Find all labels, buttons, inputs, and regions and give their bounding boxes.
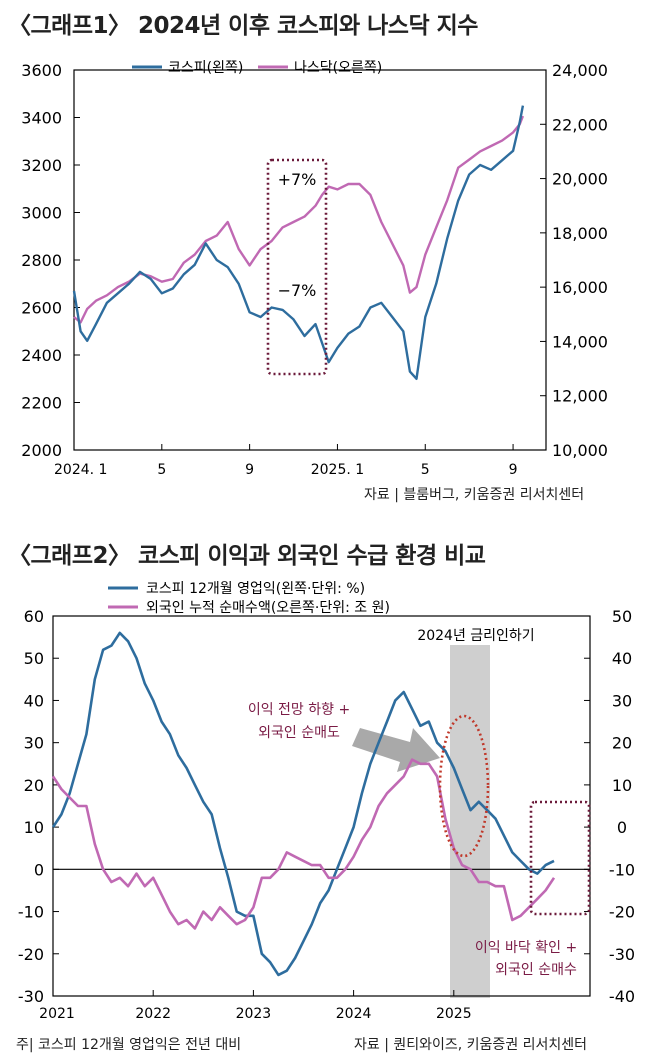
chart2-xaxis-tick: 2022: [135, 1006, 171, 1022]
chart1-source: 자료 | 블룸버그, 키움증권 리서치센터: [364, 487, 585, 503]
chart2-yaxis-left-tick: -30: [18, 987, 44, 1006]
chart2-yaxis-right-tick: 50: [612, 607, 632, 626]
chart1-xaxis-tick: 9: [509, 462, 518, 478]
chart1-kospi-nasdaq: 3600 3400 3200 3000 2800 2600 2400 2200 2000 24,…: [21, 60, 608, 478]
chart2-annotation-1-line1: 이익 전망 하향 +: [248, 702, 350, 718]
chart2-yaxis-left-tick: -10: [18, 903, 44, 922]
chart2-yaxis-right-tick: -10: [609, 860, 635, 879]
chart1-legend-label: 코스피(왼쪽): [168, 60, 243, 76]
chart1-yaxis-right-tick: 20,000: [552, 170, 608, 189]
chart1-yaxis-right-tick: 10,000: [552, 441, 608, 460]
chart2-yaxis-right-tick: 40: [612, 649, 632, 668]
chart2-yaxis-right-tick: 20: [612, 734, 632, 753]
chart1-yaxis-left-tick: 2000: [21, 441, 62, 460]
chart1-yaxis-left-tick: 3000: [21, 204, 62, 223]
chart1-plot-frame: [73, 69, 547, 451]
chart1-annotation-minus7: −7%: [278, 281, 317, 300]
chart2-shade-label: 2024년 금리인하기: [417, 628, 534, 644]
chart1-yaxis-left-tick: 2600: [21, 299, 62, 318]
chart1-yaxis-left-tick: 2800: [21, 251, 62, 270]
chart2-annotation-1-line2: 외국인 순매도: [258, 725, 340, 741]
chart2-plot-frame: [52, 615, 591, 997]
chart2-rate-cut-shade: [450, 645, 490, 998]
chart2-profit-foreign: 2024년 금리인하기 60 50 40 30 20 10 0 -10 -20 -30 50 40 3…: [18, 581, 635, 1022]
chart2-annotation-2-line1: 이익 바닥 확인 +: [475, 940, 577, 956]
chart2-yaxis-left-tick: 0: [34, 860, 44, 879]
chart1-xaxis-tick: 5: [421, 462, 430, 478]
chart1-annotation-plus7: +7%: [278, 170, 317, 189]
chart1-legend-label: 나스닥(오른쪽): [294, 60, 382, 76]
chart2-series-foreign: [51, 758, 556, 930]
chart2-yaxis-left-tick: 30: [24, 734, 44, 753]
chart1-yaxis-right-tick: 18,000: [552, 224, 608, 243]
chart2-yaxis-right-tick: 0: [617, 818, 627, 837]
chart1-xaxis-tick: 5: [157, 462, 166, 478]
chart1-highlight-box: [266, 158, 328, 376]
chart2-yaxis-right-tick: -30: [609, 945, 635, 964]
chart1-yaxis-left-tick: 2400: [21, 346, 62, 365]
chart2-source: 자료 | 퀀티와이즈, 키움증권 리서치센터: [354, 1037, 588, 1053]
chart2-highlight-ellipse: [438, 714, 490, 858]
chart1-xaxis-tick: 2024. 1: [54, 462, 107, 478]
chart2-yaxis-right-tick: -40: [609, 987, 635, 1006]
chart1-xaxis-tick: 9: [245, 462, 254, 478]
chart1-title: 〈그래프1〉 2024년 이후 코스피와 나스닥 지수: [8, 13, 478, 39]
chart2-yaxis-left-tick: 10: [24, 818, 44, 837]
chart2-yaxis-right-tick: 10: [612, 776, 632, 795]
chart2-xaxis-tick: 2025: [436, 1006, 472, 1022]
chart1-yaxis-left-tick: 3600: [21, 61, 62, 80]
chart2-xaxis-tick: 2024: [336, 1006, 372, 1022]
chart2-legend-label: 외국인 누적 순매수액(오른쪽·단위: 조 원): [146, 600, 390, 616]
chart2-yaxis-right-tick: -20: [609, 903, 635, 922]
chart2-yaxis-left-tick: 20: [24, 776, 44, 795]
chart1-yaxis-right-tick: 22,000: [552, 115, 608, 134]
chart1-yaxis-left-tick: 3200: [21, 156, 62, 175]
chart2-yaxis-left-tick: 60: [24, 607, 44, 626]
chart2-yaxis-left-tick: -20: [18, 945, 44, 964]
chart2-title: 〈그래프2〉 코스피 이익과 외국인 수급 환경 비교: [8, 543, 486, 569]
chart2-xaxis-tick: 2021: [39, 1006, 75, 1022]
chart2-note: 주| 코스피 12개월 영업익은 전년 대비: [16, 1037, 242, 1053]
chart2-annotation-2-line2: 외국인 순매수: [495, 962, 577, 978]
chart1-series-kospi: [72, 105, 525, 380]
chart2-highlight-box: [529, 800, 591, 916]
chart1-yaxis-left-tick: 2200: [21, 394, 62, 413]
chart2-yaxis-left-tick: 40: [24, 691, 44, 710]
chart2-yaxis-left-tick: 50: [24, 649, 44, 668]
chart1-yaxis-right-tick: 12,000: [552, 387, 608, 406]
chart2-arrow: [352, 728, 440, 772]
chart1-yaxis-left-tick: 3400: [21, 109, 62, 128]
chart1-xaxis-tick: 2025. 1: [311, 462, 364, 478]
chart2-legend-label: 코스피 12개월 영업익(왼쪽·단위: %): [146, 581, 365, 597]
chart2-yaxis-right-tick: 30: [612, 691, 632, 710]
chart2-series-profit: [51, 631, 555, 977]
chart2-xaxis-tick: 2023: [236, 1006, 272, 1022]
chart1-yaxis-right-tick: 24,000: [552, 61, 608, 80]
chart1-yaxis-right-tick: 14,000: [552, 332, 608, 351]
chart1-yaxis-right-tick: 16,000: [552, 278, 608, 297]
